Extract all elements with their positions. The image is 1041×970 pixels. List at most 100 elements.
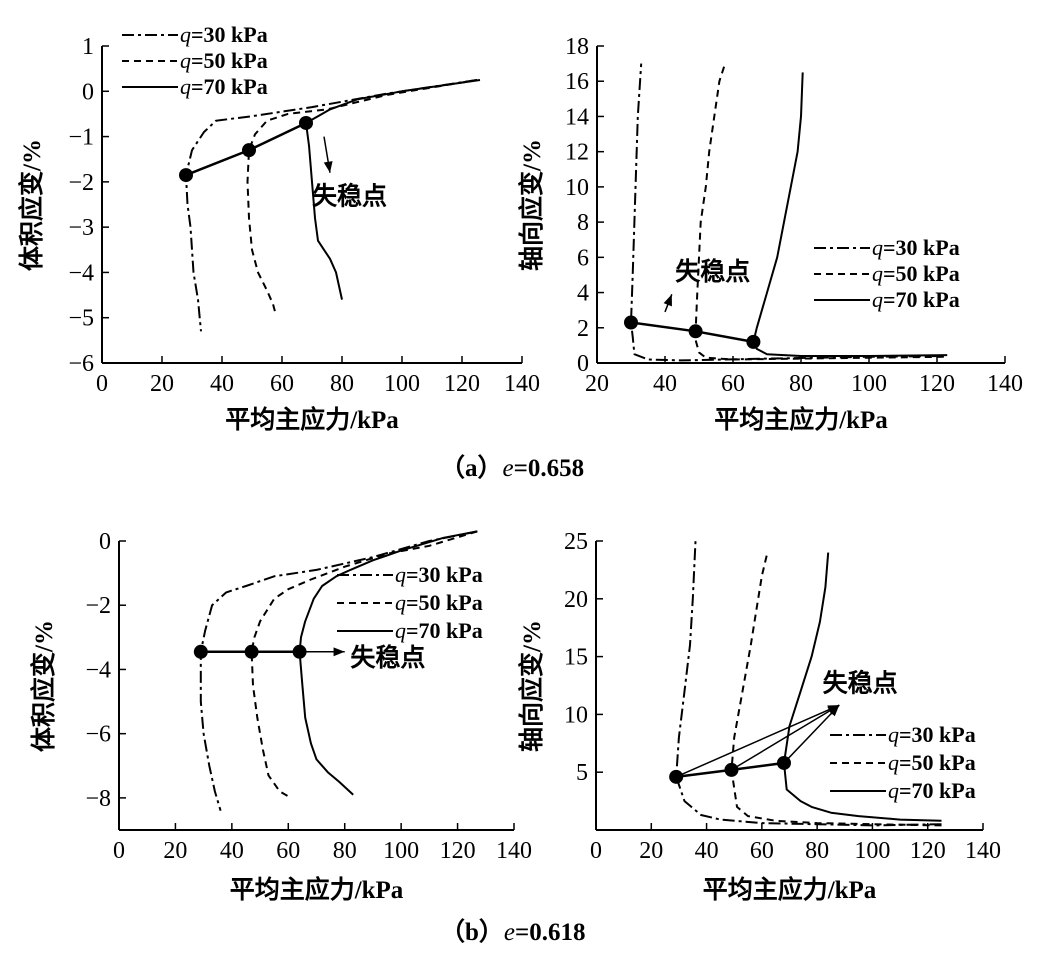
legend-label: q=70 kPa: [872, 287, 960, 312]
x-tick-label: 120: [910, 838, 946, 864]
x-tick-label: 140: [987, 371, 1023, 397]
caption-a: （a）e=0.658: [440, 453, 584, 482]
chart-b-left-volumetric-strain: 0 20 40 60 80 100 120 140 0 −2 −4 −6 −8 平均主应力/kPa 体积应变…: [29, 529, 532, 904]
annotation-arrow-line: [731, 704, 840, 771]
legend-label: q=50 kPa: [395, 590, 483, 615]
x-tick-label: 0: [96, 371, 108, 397]
x-axis-label: 平均主应力/kPa: [230, 875, 404, 904]
legend-label: q=70 kPa: [395, 618, 483, 643]
y-tick-label: −4: [85, 657, 111, 683]
y-tick-label: 10: [564, 702, 588, 728]
x-axis-label: 平均主应力/kPa: [703, 875, 877, 904]
y-axis-label: 体积应变/%: [29, 620, 58, 752]
y-tick-label: 12: [565, 140, 589, 166]
y-tick-label: −6: [85, 722, 111, 748]
y-tick-label: −2: [68, 170, 94, 196]
y-tick-label: −8: [85, 786, 111, 812]
x-tick-label: 100: [851, 371, 887, 397]
legend-label: q=70 kPa: [888, 778, 976, 803]
x-tick-label: 120: [440, 838, 476, 864]
y-tick-label: 0: [99, 529, 111, 555]
y-tick-label: 2: [577, 316, 589, 342]
y-tick-label: 18: [565, 34, 589, 60]
y-tick-label: 25: [564, 529, 588, 555]
x-axis-label: 平均主应力/kPa: [714, 405, 888, 434]
x-tick-label: 80: [330, 371, 354, 397]
series-line-50kpa: [246, 79, 478, 316]
instability-point: [299, 115, 313, 130]
series-line-30kpa: [630, 63, 944, 362]
series-line-50kpa: [250, 530, 478, 799]
x-tick-label: 100: [383, 838, 419, 864]
instability-point: [193, 644, 208, 659]
series-line-70kpa: [752, 72, 948, 357]
legend-label: q=50 kPa: [872, 261, 960, 286]
x-tick-label: 120: [444, 371, 480, 397]
caption-b: （b）e=0.618: [440, 917, 586, 946]
legend-label: q=30 kPa: [872, 235, 960, 260]
annotation-label: 失稳点: [312, 182, 387, 211]
legend-label: q=30 kPa: [395, 562, 483, 587]
instability-point: [624, 315, 638, 330]
chart-a-right-axial-strain: 20 40 60 80 100 120 140 0 2 4 6 8 10 12 14 16 18 平均主应力/kP…: [517, 34, 1023, 434]
y-axis-label: 轴向应变/%: [517, 620, 546, 752]
y-axis-label: 体积应变/%: [17, 139, 46, 271]
y-tick-label: −1: [68, 125, 94, 151]
annotation-arrow-line: [783, 704, 840, 764]
x-tick-label: 40: [210, 371, 234, 397]
legend-label: q=50 kPa: [888, 750, 976, 775]
x-tick-label: 20: [639, 838, 663, 864]
series-line-50kpa: [694, 65, 944, 361]
y-tick-label: −2: [85, 593, 111, 619]
x-tick-label: 20: [150, 371, 174, 397]
legend-label: q=30 kPa: [888, 722, 976, 747]
y-tick-label: 16: [565, 69, 589, 95]
y-tick-label: −5: [68, 306, 94, 332]
x-tick-label: 60: [750, 838, 774, 864]
series-line-30kpa: [199, 530, 478, 811]
y-tick-label: −6: [68, 351, 94, 377]
y-tick-label: −4: [68, 260, 94, 286]
legend-label: q=70 kPa: [180, 74, 268, 99]
x-tick-label: 100: [384, 371, 420, 397]
x-axis-label: 平均主应力/kPa: [225, 405, 399, 434]
instability-point: [244, 644, 259, 659]
annotation-label: 失稳点: [350, 643, 425, 672]
x-tick-label: 40: [220, 838, 244, 864]
instability-point: [242, 143, 256, 158]
y-tick-label: 0: [82, 79, 94, 105]
x-tick-label: 140: [504, 371, 540, 397]
chart-a-left-volumetric-strain: 0 20 40 60 80 100 120 140 1 0 −1 −2 −3 −4 −5 −6 平均主应力/kP…: [17, 22, 540, 434]
annotation-arrow-head: [323, 161, 333, 173]
y-tick-label: 14: [565, 104, 589, 130]
legend-label: q=50 kPa: [180, 48, 268, 73]
annotation-label: 失稳点: [823, 668, 898, 697]
legend-label: q=30 kPa: [180, 22, 268, 47]
chart-b-right-axial-strain: 0 20 40 60 80 100 120 140 5 10 15 20 25 平均主应力/kPa 轴向应变…: [517, 529, 1001, 904]
x-tick-label: 140: [496, 838, 532, 864]
x-tick-label: 20: [585, 371, 609, 397]
y-tick-label: −3: [68, 215, 94, 241]
y-tick-label: 5: [576, 760, 588, 786]
x-tick-label: 80: [805, 838, 829, 864]
y-tick-label: 4: [577, 281, 589, 307]
annotation-arrow-head: [333, 647, 345, 657]
x-tick-label: 60: [276, 838, 300, 864]
y-tick-label: 1: [82, 34, 94, 60]
annotation-label: 失稳点: [675, 257, 750, 286]
y-tick-label: 15: [564, 645, 588, 671]
instability-point: [746, 334, 761, 349]
y-tick-label: 0: [577, 351, 589, 377]
annotation-arrow-head: [828, 705, 840, 717]
x-tick-label: 140: [965, 838, 1001, 864]
y-tick-label: 6: [577, 245, 589, 271]
x-tick-label: 0: [113, 838, 125, 864]
instability-point: [688, 324, 703, 339]
annotation-arrow-line: [675, 704, 840, 778]
y-tick-label: 8: [577, 210, 589, 236]
x-tick-label: 20: [163, 838, 187, 864]
series-line-30kpa: [185, 79, 478, 332]
x-tick-label: 0: [590, 838, 602, 864]
series-line-70kpa: [298, 530, 478, 796]
x-tick-label: 60: [721, 371, 745, 397]
